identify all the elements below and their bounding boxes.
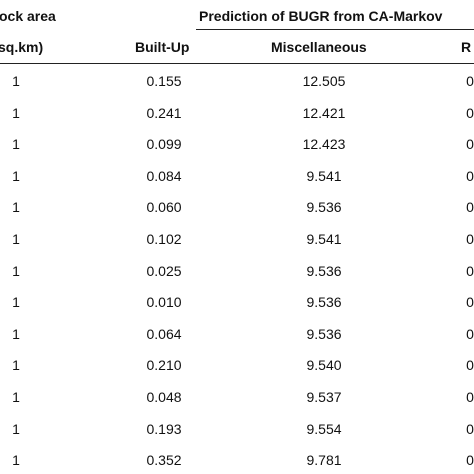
cell-partial: 0. [466, 231, 474, 247]
cell-block-area: 1 [12, 357, 20, 373]
cell-built-up: 0.084 [146, 168, 182, 184]
cell-block-area: 1 [12, 294, 20, 310]
cell-miscellaneous: 9.536 [306, 263, 342, 279]
cell-block-area: 1 [12, 199, 20, 215]
cell-built-up: 0.060 [146, 199, 182, 215]
cell-miscellaneous: 12.423 [302, 136, 346, 152]
cell-block-area: 1 [12, 452, 20, 468]
column-header-built-up: Built-Up [135, 39, 190, 55]
cell-block-area: 1 [12, 168, 20, 184]
group-underline [196, 29, 474, 30]
cell-block-area: 1 [12, 263, 20, 279]
cell-partial: 0. [466, 105, 474, 121]
cell-built-up: 0.155 [146, 73, 182, 89]
cell-miscellaneous: 9.536 [306, 326, 342, 342]
cell-block-area: 1 [12, 105, 20, 121]
cell-block-area: 1 [12, 326, 20, 342]
header-prediction-group: Prediction of BUGR from CA-Markov [199, 8, 443, 24]
cell-built-up: 0.352 [146, 452, 182, 468]
cell-miscellaneous: 9.536 [306, 294, 342, 310]
cell-partial: 0. [466, 389, 474, 405]
cell-miscellaneous: 9.540 [306, 357, 342, 373]
cell-miscellaneous: 9.781 [306, 452, 342, 468]
cell-partial: 0. [466, 73, 474, 89]
cell-partial: 0. [466, 452, 474, 468]
cell-miscellaneous: 9.536 [306, 199, 342, 215]
cell-block-area: 1 [12, 421, 20, 437]
column-header-miscellaneous: Miscellaneous [271, 39, 367, 55]
cell-built-up: 0.048 [146, 389, 182, 405]
cell-miscellaneous: 9.541 [306, 231, 342, 247]
cell-miscellaneous: 12.421 [302, 105, 346, 121]
cell-built-up: 0.102 [146, 231, 182, 247]
cell-built-up: 0.210 [146, 357, 182, 373]
cell-miscellaneous: 9.537 [306, 389, 342, 405]
cell-miscellaneous: 9.554 [306, 421, 342, 437]
cell-built-up: 0.241 [146, 105, 182, 121]
cell-block-area: 1 [12, 73, 20, 89]
header-rule [0, 63, 474, 64]
cell-partial: 0. [466, 294, 474, 310]
cell-partial: 0. [466, 168, 474, 184]
cell-block-area: 1 [12, 231, 20, 247]
cell-partial: 0. [466, 357, 474, 373]
header-block-area-unit: sq.km) [0, 39, 44, 55]
header-block-area: ock area [0, 8, 56, 24]
cell-built-up: 0.025 [146, 263, 182, 279]
cell-partial: 0. [466, 199, 474, 215]
cell-partial: 0. [466, 421, 474, 437]
cell-built-up: 0.064 [146, 326, 182, 342]
cell-built-up: 0.193 [146, 421, 182, 437]
cell-built-up: 0.010 [146, 294, 182, 310]
cell-miscellaneous: 12.505 [302, 73, 346, 89]
cell-block-area: 1 [12, 136, 20, 152]
cell-built-up: 0.099 [146, 136, 182, 152]
cell-block-area: 1 [12, 389, 20, 405]
column-header-partial: R [461, 39, 472, 55]
cell-partial: 0. [466, 136, 474, 152]
cell-partial: 0. [466, 263, 474, 279]
cell-miscellaneous: 9.541 [306, 168, 342, 184]
cell-partial: 0. [466, 326, 474, 342]
